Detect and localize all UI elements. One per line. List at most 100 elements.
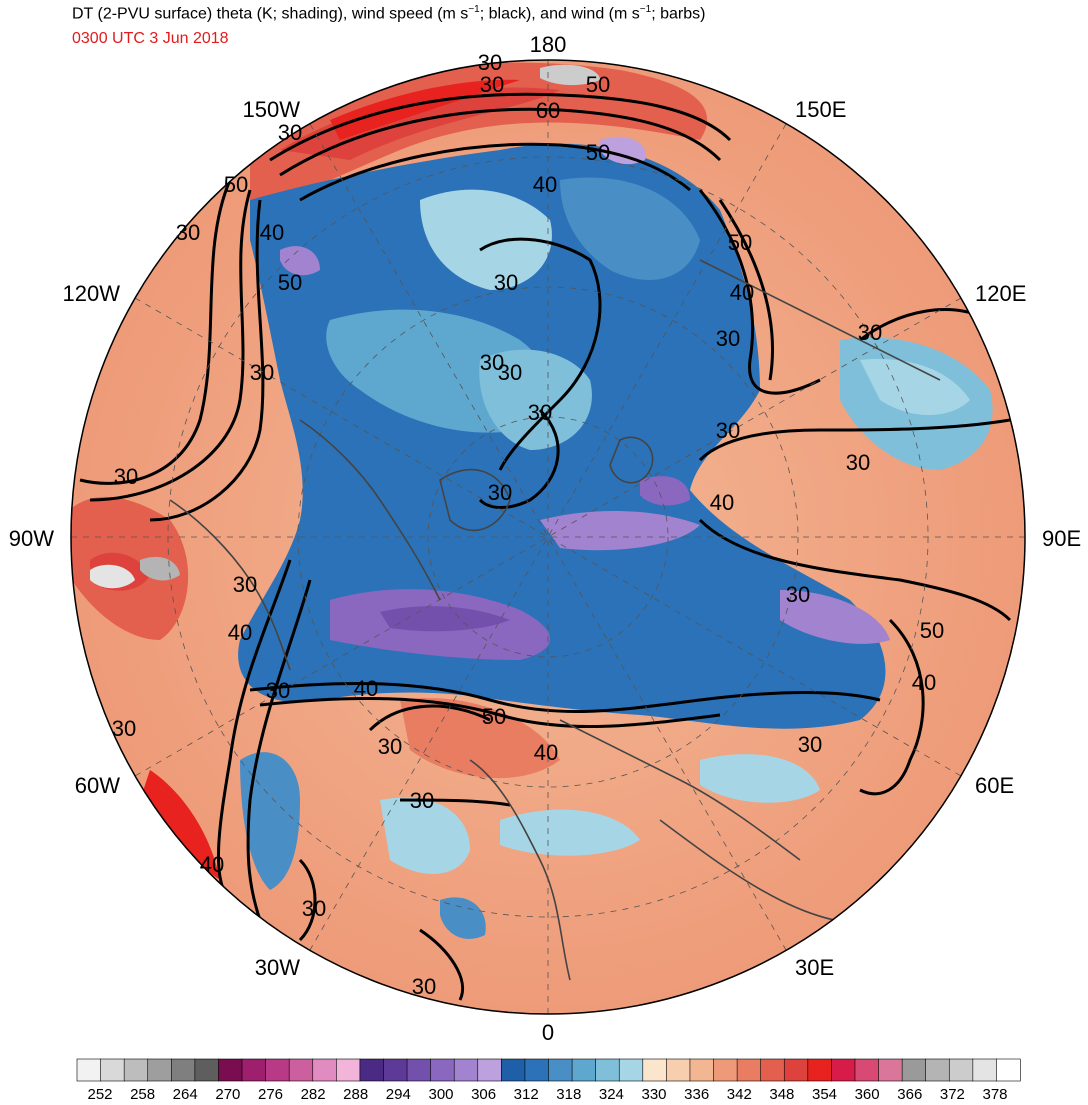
contour-label: 40 [260,220,284,245]
lon-label-60e: 60E [975,773,1014,798]
colorbar-swatch [760,1058,785,1082]
colorbar-tick-label: 336 [684,1086,710,1103]
contour-label: 30 [786,582,810,607]
map-title: DT (2-PVU surface) theta (K; shading), w… [72,4,706,23]
lon-label-120w: 120W [63,281,121,306]
colorbar-tick-label: 258 [130,1086,156,1103]
lon-label-60w: 60W [75,773,120,798]
colorbar-swatch [618,1058,644,1082]
colorbar-swatch [76,1058,102,1082]
colorbar-tick-label: 330 [641,1086,667,1103]
wind-speed-contours [79,92,1012,1001]
colorbar [76,1058,1021,1082]
lon-label-150w: 150W [243,97,301,122]
colorbar-tick-label: 318 [556,1086,582,1103]
colorbar-swatch [996,1058,1021,1082]
contour-label: 30 [302,896,326,921]
colorbar-swatch [571,1058,597,1082]
lon-label-30e: 30E [795,955,834,980]
colorbar-swatch [642,1058,667,1082]
colorbar-tick-label: 252 [87,1086,113,1103]
colorbar-swatch [453,1058,479,1082]
contour-label: 40 [710,490,734,515]
contour-label: 30 [858,320,882,345]
colorbar-swatch [265,1058,290,1082]
lon-label-120e: 120E [975,281,1026,306]
contour-label: 30 [250,360,274,385]
colorbar-tick-label: 306 [471,1086,497,1103]
colorbar-swatch [312,1058,337,1082]
colorbar-swatch [831,1058,856,1082]
colorbar-swatch [406,1058,432,1082]
contour-label: 30 [528,400,552,425]
contour-label: 30 [266,678,290,703]
colorbar-tick-label: 366 [897,1086,923,1103]
contour-label: 30 [716,418,740,443]
colorbar-swatch [783,1058,809,1082]
map-valid-time: 0300 UTC 3 Jun 2018 [72,30,229,47]
colorbar-swatch [595,1058,620,1082]
contour-label: 30 [480,72,504,97]
contour-label: 50 [586,140,610,165]
contour-label: 30 [498,360,522,385]
contour-label: 40 [228,620,252,645]
contour-label: 60 [536,98,560,123]
contour-label: 30 [176,220,200,245]
contour-label: 40 [533,172,557,197]
colorbar-swatch [383,1058,408,1082]
colorbar-swatch [123,1058,149,1082]
colorbar-tick-label: 300 [428,1086,454,1103]
lon-label-30w: 30W [255,955,300,980]
contour-label: 30 [478,50,502,75]
contour-label: 30 [410,788,434,813]
colorbar-tick-label: 288 [343,1086,369,1103]
colorbar-swatch [430,1058,455,1082]
colorbar-tick-label: 372 [939,1086,965,1103]
contour-label: 50 [482,704,506,729]
colorbar-swatch [524,1058,550,1082]
contour-label: 50 [224,172,248,197]
contour-label: 40 [912,670,936,695]
colorbar-swatch [171,1058,196,1082]
colorbar-swatch [878,1058,903,1082]
colorbar-swatch [736,1058,762,1082]
contour-label: 30 [378,734,402,759]
colorbar-tick-label: 324 [598,1086,624,1103]
colorbar-tick-label: 282 [300,1086,326,1103]
colorbar-swatch [666,1058,691,1082]
colorbar-swatch [477,1058,502,1082]
contour-label: 30 [494,270,518,295]
contour-label: 30 [114,464,138,489]
contour-label: 50 [278,270,302,295]
contour-label: 30 [480,350,504,375]
contour-label: 50 [586,72,610,97]
contour-label: 30 [233,572,257,597]
contour-label: 40 [534,740,558,765]
contour-label: 30 [846,450,870,475]
contour-label: 50 [920,618,944,643]
colorbar-swatch [241,1058,267,1082]
colorbar-tick-label: 378 [982,1086,1008,1103]
lon-label-0: 0 [542,1020,554,1045]
lon-label-90e: 90E [1042,526,1081,551]
contour-label: 30 [716,326,740,351]
colorbar-tick-label: 264 [172,1086,198,1103]
contour-label: 30 [412,974,436,999]
contour-label: 30 [112,716,136,741]
lon-label-90w: 90W [9,526,54,551]
lon-label-180: 180 [530,32,567,57]
colorbar-swatch [689,1058,715,1082]
colorbar-swatch [807,1058,833,1082]
colorbar-swatch [100,1058,125,1082]
contour-label: 40 [200,852,224,877]
lon-label-150e: 150E [795,97,846,122]
map-boundary [70,59,1026,1015]
graticule [71,60,1025,1014]
colorbar-swatch [336,1058,361,1082]
colorbar-swatch [218,1058,243,1082]
contour-label: 40 [354,676,378,701]
colorbar-swatch [147,1058,172,1082]
colorbar-swatch [854,1058,880,1082]
colorbar-swatch [972,1058,998,1082]
